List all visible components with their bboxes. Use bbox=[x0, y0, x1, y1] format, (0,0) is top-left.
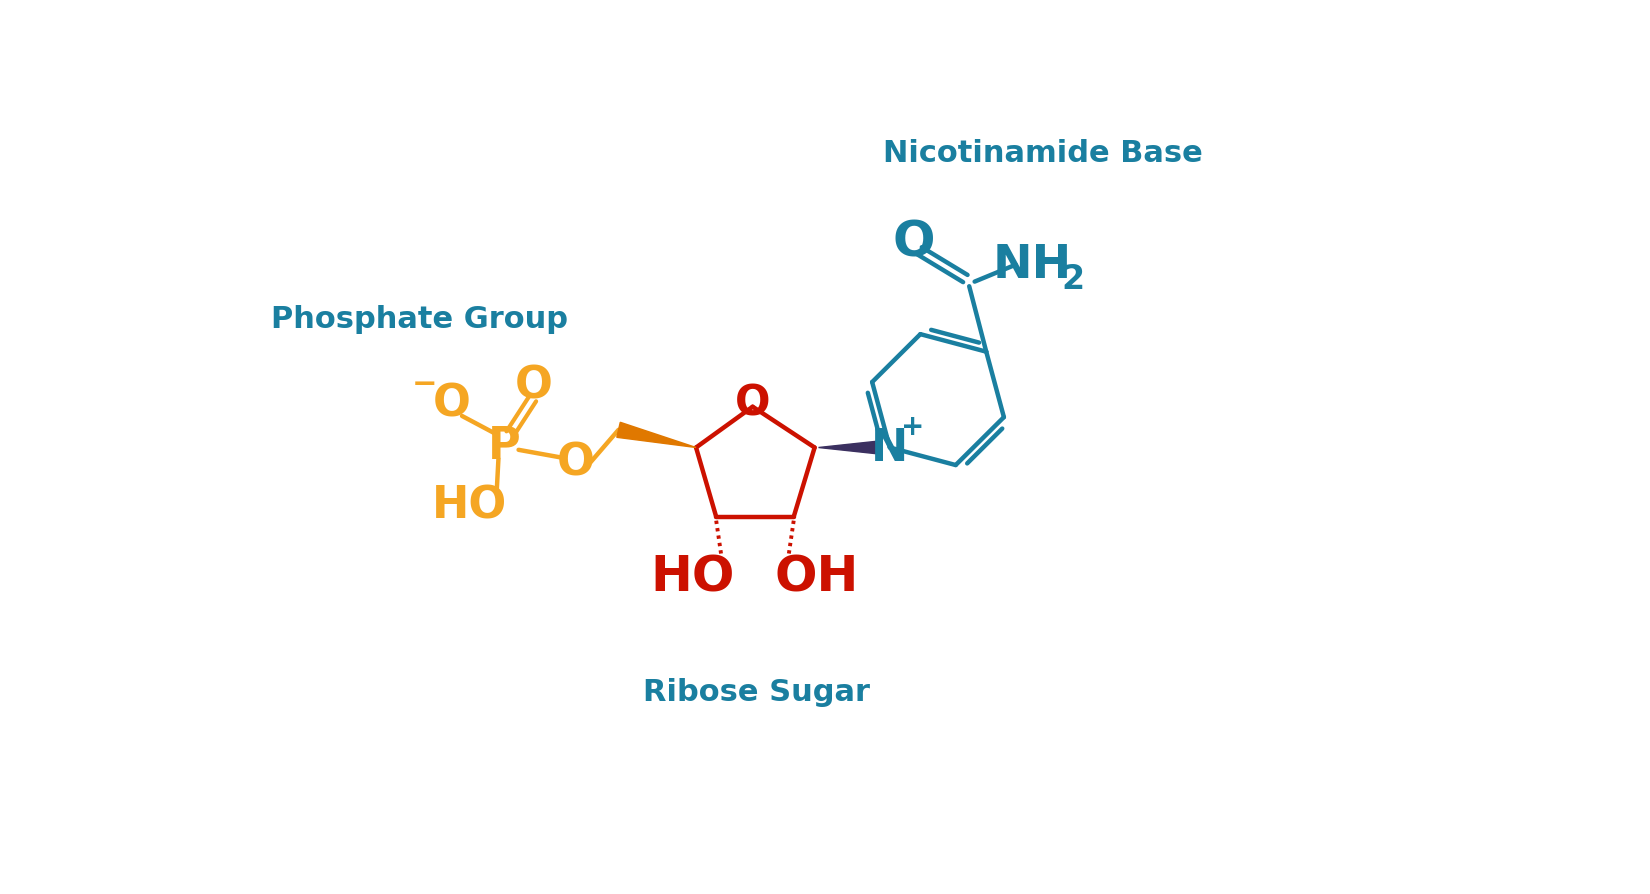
Text: OH: OH bbox=[776, 553, 860, 601]
Text: HO: HO bbox=[432, 485, 508, 527]
Text: O: O bbox=[734, 383, 771, 425]
Polygon shape bbox=[818, 442, 876, 454]
Polygon shape bbox=[617, 423, 696, 448]
Text: Nicotinamide Base: Nicotinamide Base bbox=[883, 139, 1203, 168]
Text: O: O bbox=[558, 441, 596, 484]
Text: Ribose Sugar: Ribose Sugar bbox=[644, 678, 870, 706]
Text: O: O bbox=[515, 364, 553, 407]
Text: +: + bbox=[901, 412, 924, 441]
Text: HO: HO bbox=[650, 553, 736, 601]
Text: NH: NH bbox=[993, 243, 1072, 288]
Text: Phosphate Group: Phosphate Group bbox=[271, 304, 568, 333]
Text: P: P bbox=[488, 425, 521, 468]
Text: O: O bbox=[432, 382, 470, 425]
Text: −: − bbox=[412, 370, 437, 399]
Text: O: O bbox=[893, 218, 934, 266]
Text: 2: 2 bbox=[1061, 263, 1084, 296]
Text: N: N bbox=[871, 426, 909, 469]
